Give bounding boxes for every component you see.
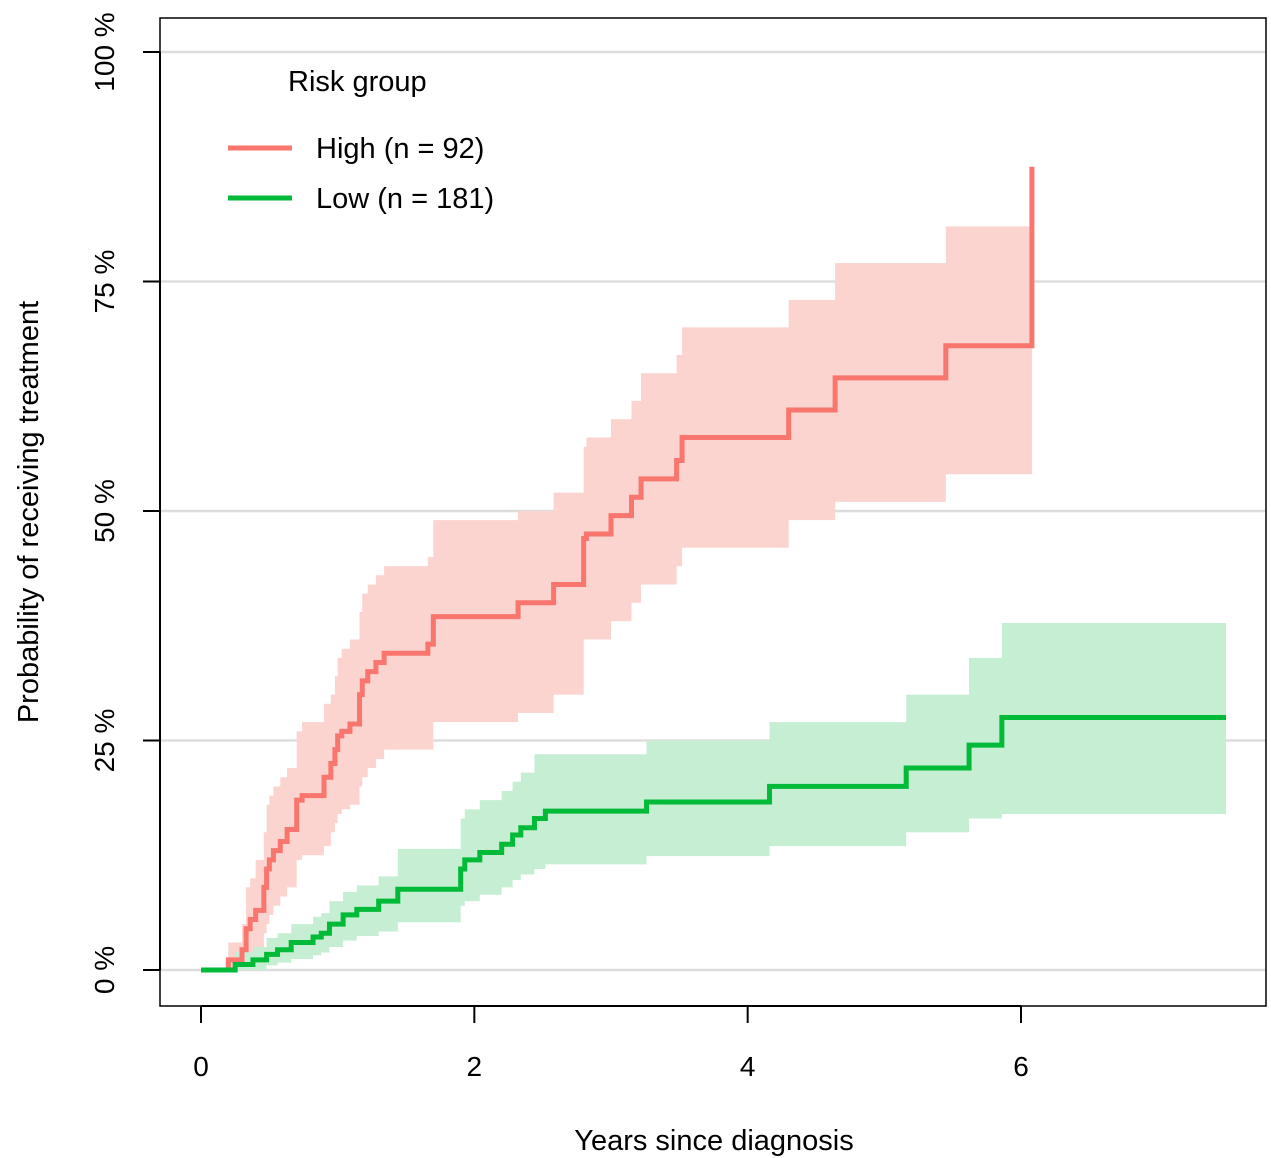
y-tick-label: 75 % bbox=[89, 250, 120, 314]
series-lines bbox=[201, 166, 1226, 973]
confidence-bands bbox=[201, 226, 1226, 971]
series-line-low bbox=[201, 715, 1226, 973]
legend: Risk group High (n = 92) Low (n = 181) bbox=[228, 66, 494, 215]
y-tick-label: 25 % bbox=[89, 709, 120, 773]
x-tick-label: 4 bbox=[740, 1051, 756, 1082]
x-axis: 0 2 4 6 bbox=[193, 1005, 1029, 1082]
series-line-high bbox=[201, 166, 1035, 973]
confidence-band-low bbox=[201, 622, 1226, 970]
y-tick-label: 50 % bbox=[89, 479, 120, 543]
x-tick-label: 6 bbox=[1013, 1051, 1029, 1082]
y-axis-label: Probability of receiving treatment bbox=[13, 301, 45, 723]
x-tick-label: 2 bbox=[467, 1051, 483, 1082]
legend-label: High (n = 92) bbox=[316, 133, 484, 165]
legend-title: Risk group bbox=[288, 66, 427, 98]
y-tick-label: 100 % bbox=[89, 12, 120, 91]
x-axis-label: Years since diagnosis bbox=[574, 1125, 853, 1157]
legend-label: Low (n = 181) bbox=[316, 183, 494, 215]
x-tick-label: 0 bbox=[193, 1051, 209, 1082]
y-tick-label: 0 % bbox=[89, 946, 120, 994]
y-axis: 0 % 25 % 50 % 75 % 100 % bbox=[89, 12, 161, 994]
